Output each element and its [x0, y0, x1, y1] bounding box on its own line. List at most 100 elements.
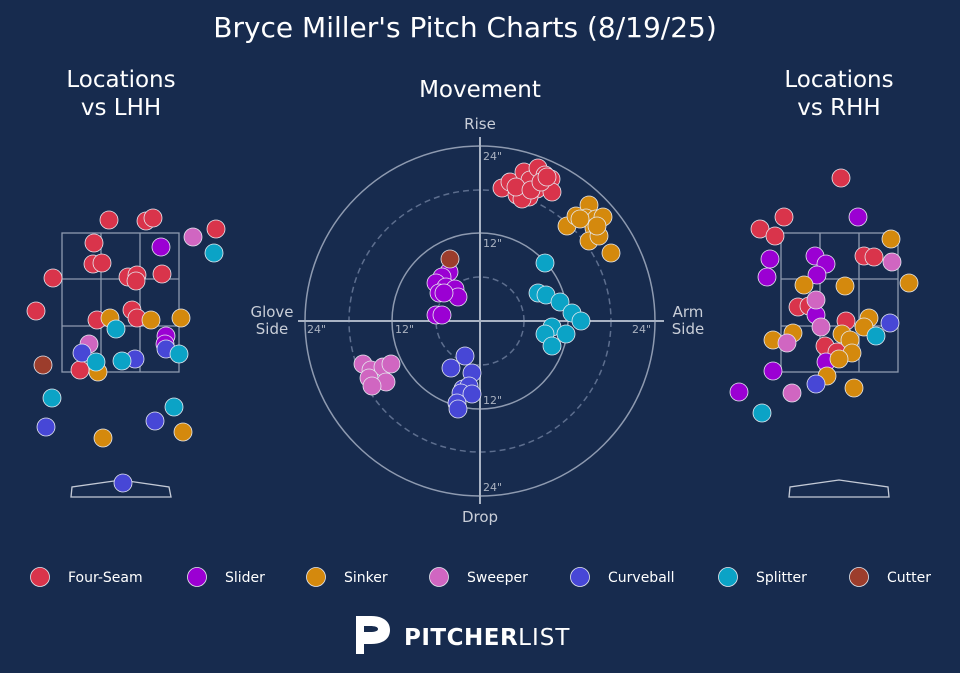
- pitch-point-lhh-four-seam-6: [92, 253, 112, 273]
- pitch-point-rhh-sinker-13: [844, 378, 864, 398]
- label-drop: Drop: [462, 508, 498, 526]
- pitch-point-rhh-slider-8: [763, 361, 783, 381]
- pitch-point-lhh-curveball-3: [145, 411, 165, 431]
- legend-label-four-seam: Four-Seam: [68, 570, 143, 586]
- pitch-point-lhh-four-seam-4: [84, 233, 104, 253]
- ring-label-left-12: 12": [395, 323, 414, 336]
- pitch-point-movement-slider-9: [432, 305, 452, 325]
- pitch-point-movement-curveball-0: [455, 346, 475, 366]
- pitch-point-lhh-sinker-1: [141, 310, 161, 330]
- label-arm-side-line2: Side: [672, 320, 704, 338]
- pitch-point-lhh-splitter-3: [86, 352, 106, 372]
- points-movement: [353, 158, 621, 419]
- pitch-point-rhh-four-seam-5: [864, 247, 884, 267]
- pitch-point-rhh-curveball-1: [806, 374, 826, 394]
- pitch-point-lhh-curveball-4: [36, 417, 56, 437]
- pitch-point-rhh-sinker-3: [794, 275, 814, 295]
- home-plate-rhh: [788, 479, 890, 498]
- pitch-point-rhh-sinker-0: [881, 229, 901, 249]
- ring-label-left-24: 24": [307, 323, 326, 336]
- pitch-point-lhh-slider-0: [151, 237, 171, 257]
- pitch-point-rhh-sweeper-4: [782, 383, 802, 403]
- pitch-point-rhh-sinker-1: [899, 273, 919, 293]
- pitch-point-lhh-splitter-2: [169, 344, 189, 364]
- label-glove-side-line1: Glove: [250, 303, 293, 321]
- panel-title-lhh-line1: Locations: [66, 67, 175, 93]
- pitch-point-rhh-four-seam-1: [774, 207, 794, 227]
- label-rise: Rise: [464, 115, 496, 133]
- points-rhh: [729, 168, 919, 423]
- pitch-point-rhh-slider-0: [848, 207, 868, 227]
- pitch-point-movement-cutter-0: [440, 249, 460, 269]
- pitch-point-lhh-splitter-0: [204, 243, 224, 263]
- pitch-point-movement-slider-7: [434, 283, 454, 303]
- pitch-point-lhh-curveball-0: [72, 343, 92, 363]
- panel-title-movement: Movement: [419, 77, 541, 103]
- pitch-point-movement-splitter-5: [571, 311, 591, 331]
- pitch-point-rhh-sweeper-2: [811, 317, 831, 337]
- pitch-point-movement-splitter-8: [556, 324, 576, 344]
- legend-marker-cutter: [849, 567, 869, 587]
- panel-title-rhh-line1: Locations: [784, 67, 893, 93]
- pitch-point-rhh-four-seam-0: [831, 168, 851, 188]
- legend-marker-splitter: [718, 567, 738, 587]
- ring-label-bottom-24: 24": [483, 481, 502, 494]
- label-arm-side-line1: Arm: [673, 303, 704, 321]
- pitch-point-lhh-four-seam-0: [99, 210, 119, 230]
- pitch-point-rhh-sinker-11: [829, 349, 849, 369]
- pitch-point-movement-curveball-6: [462, 384, 482, 404]
- pitch-point-movement-sinker-11: [587, 216, 607, 236]
- pitch-point-lhh-four-seam-2: [143, 208, 163, 228]
- points-lhh: [26, 208, 226, 493]
- pitch-point-lhh-splitter-6: [164, 397, 184, 417]
- pitch-point-movement-sweeper-3: [381, 354, 401, 374]
- label-glove-side-line2: Side: [256, 320, 288, 338]
- panel-movement: Movement Rise Drop Glove Side Arm Side 1…: [250, 77, 704, 526]
- pitch-point-lhh-four-seam-7: [43, 268, 63, 288]
- pitch-point-movement-four-seam-15: [537, 167, 557, 187]
- pitch-point-movement-splitter-3: [550, 292, 570, 312]
- brand-name: PITCHERLIST: [404, 625, 570, 651]
- pitch-point-lhh-sinker-5: [173, 422, 193, 442]
- pitch-point-movement-sweeper-6: [362, 376, 382, 396]
- ring-label-right-24: 24": [632, 323, 651, 336]
- panel-locations-rhh: Locations vs RHH: [729, 67, 919, 498]
- pitch-point-movement-curveball-1: [441, 358, 461, 378]
- panel-title-rhh-line2: vs RHH: [797, 95, 880, 121]
- ring-label-top-24: 24": [483, 150, 502, 163]
- legend-marker-sweeper: [429, 567, 449, 587]
- pitch-point-lhh-four-seam-11: [152, 264, 172, 284]
- pitch-point-lhh-four-seam-3: [206, 219, 226, 239]
- pitch-point-lhh-splitter-5: [42, 388, 62, 408]
- pitch-point-lhh-sweeper-0: [183, 227, 203, 247]
- pitch-point-movement-curveball-8: [448, 399, 468, 419]
- pitch-point-movement-splitter-9: [542, 336, 562, 356]
- pitch-point-lhh-sinker-4: [93, 428, 113, 448]
- pitch-point-rhh-sweeper-3: [777, 333, 797, 353]
- legend-label-sinker: Sinker: [344, 570, 388, 586]
- pitch-point-lhh-splitter-1: [106, 319, 126, 339]
- pitcherlist-logo: PITCHERLIST: [356, 616, 570, 654]
- panel-title-lhh-line2: vs LHH: [81, 95, 161, 121]
- legend-label-slider: Slider: [225, 570, 265, 586]
- pitch-point-lhh-sinker-2: [171, 308, 191, 328]
- logo-p-icon: [356, 616, 390, 654]
- pitch-point-rhh-sinker-2: [835, 276, 855, 296]
- panel-locations-lhh: Locations vs LHH: [26, 67, 226, 498]
- legend: Four-Seam Slider Sinker Sweeper Curveball Spl…: [30, 567, 931, 587]
- pitch-point-lhh-four-seam-12: [26, 301, 46, 321]
- legend-label-cutter: Cutter: [887, 570, 931, 586]
- pitch-point-lhh-splitter-4: [112, 351, 132, 371]
- pitch-point-lhh-cutter-0: [33, 355, 53, 375]
- pitch-point-rhh-slider-1: [760, 249, 780, 269]
- legend-marker-slider: [187, 567, 207, 587]
- pitch-point-rhh-splitter-1: [752, 403, 772, 423]
- legend-marker-four-seam: [30, 567, 50, 587]
- pitch-point-lhh-four-seam-16: [70, 360, 90, 380]
- pitch-point-rhh-sweeper-0: [882, 252, 902, 272]
- pitch-point-movement-sinker-10: [570, 209, 590, 229]
- pitch-point-rhh-slider-5: [757, 267, 777, 287]
- pitch-point-rhh-curveball-0: [880, 313, 900, 333]
- chart-title: Bryce Miller's Pitch Charts (8/19/25): [213, 11, 717, 44]
